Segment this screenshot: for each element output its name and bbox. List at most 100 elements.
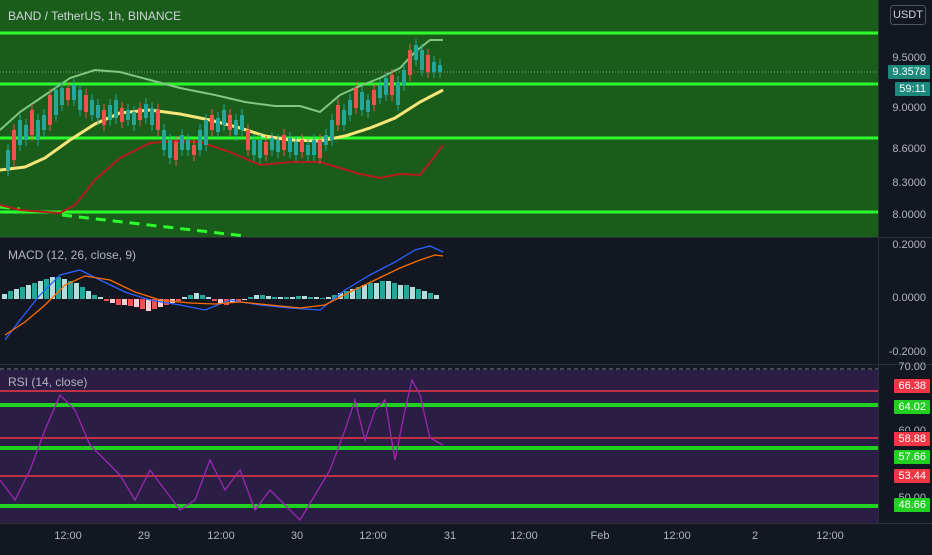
- candle-body: [294, 142, 298, 155]
- macd-histogram-bar: [146, 299, 151, 311]
- macd-histogram-bar: [26, 285, 31, 299]
- price-tick: 9.0000: [892, 102, 926, 114]
- bollinger-upper-line: [0, 39, 443, 131]
- time-tick: 12:00: [816, 530, 844, 542]
- price-tick: 9.5000: [892, 52, 926, 64]
- macd-histogram-bar: [260, 295, 265, 299]
- candle-body: [144, 104, 148, 118]
- price-tick: 8.6000: [892, 143, 926, 155]
- macd-histogram-bar: [134, 299, 139, 307]
- macd-histogram-bar: [212, 299, 217, 301]
- currency-button[interactable]: USDT: [890, 5, 926, 25]
- time-tick: 12:00: [359, 530, 387, 542]
- macd-histogram-bar: [236, 299, 241, 301]
- candle-body: [264, 142, 268, 155]
- macd-histogram-bar: [332, 295, 337, 299]
- macd-histogram-bar: [392, 283, 397, 299]
- trend-line: [61, 213, 246, 238]
- candle-body: [402, 70, 406, 85]
- candle-body: [96, 105, 100, 118]
- price-tick: 8.3000: [892, 177, 926, 189]
- candle-body: [132, 112, 136, 125]
- candle-body: [126, 110, 130, 120]
- rsi-pane-drawing: [0, 368, 878, 522]
- rsi-tick: 70.00: [898, 362, 926, 371]
- candle-body: [114, 100, 118, 118]
- macd-histogram-bar: [374, 283, 379, 299]
- candle-body: [354, 88, 358, 108]
- candle-body: [390, 75, 394, 95]
- time-tick: 12:00: [663, 530, 691, 542]
- macd-histogram-bar: [410, 287, 415, 299]
- candle-body: [378, 85, 382, 98]
- macd-histogram-bar: [350, 289, 355, 299]
- macd-line: [4, 245, 444, 341]
- candle-body: [24, 125, 28, 140]
- candle-body: [54, 90, 58, 115]
- macd-histogram-bar: [416, 289, 421, 299]
- price-tick: 8.0000: [892, 209, 926, 221]
- macd-histogram-bar: [272, 297, 277, 299]
- time-tick: 2: [751, 530, 759, 542]
- symbol-title[interactable]: BAND / TetherUS, 1h, BINANCE: [8, 9, 182, 23]
- macd-histogram-bar: [128, 299, 133, 306]
- macd-tick: 0.0000: [892, 292, 926, 304]
- macd-histogram-bar: [20, 287, 25, 299]
- time-tick: 30: [290, 530, 304, 542]
- rsi-line: [0, 378, 444, 522]
- macd-legend[interactable]: MACD (12, 26, close, 9): [8, 248, 137, 262]
- macd-histogram-bar: [380, 281, 385, 299]
- rsi-legend[interactable]: RSI (14, close): [8, 375, 88, 389]
- candle-body: [210, 115, 214, 130]
- macd-tick: -0.2000: [888, 346, 926, 358]
- macd-histogram-bar: [344, 291, 349, 299]
- time-tick: 12:00: [54, 530, 82, 542]
- macd-histogram-bar: [266, 296, 271, 299]
- macd-histogram-bar: [74, 283, 79, 299]
- candle-body: [336, 105, 340, 125]
- candle-body: [300, 140, 304, 152]
- candle-body: [426, 55, 430, 72]
- candle-body: [66, 88, 70, 100]
- macd-histogram-bar: [164, 299, 169, 305]
- macd-histogram-bar: [422, 291, 427, 299]
- time-tick: 31: [443, 530, 457, 542]
- macd-histogram-bar: [68, 281, 73, 299]
- macd-histogram-bar: [110, 299, 115, 303]
- macd-histogram-bar: [50, 277, 55, 299]
- candle-body: [72, 85, 76, 100]
- macd-histogram-bar: [284, 297, 289, 299]
- candle-body: [330, 120, 334, 140]
- candle-body: [204, 120, 208, 145]
- time-tick: 29: [137, 530, 151, 542]
- candle-body: [120, 108, 124, 122]
- macd-histogram-bar: [2, 294, 7, 299]
- candle-body: [438, 65, 442, 72]
- macd-histogram-bar: [218, 299, 223, 303]
- macd-histogram-bar: [434, 295, 439, 299]
- candle-body: [360, 92, 364, 110]
- rsi-tick-partial: 50.00: [898, 492, 926, 498]
- macd-histogram-bar: [152, 299, 157, 309]
- macd-histogram-bar: [290, 297, 295, 299]
- macd-histogram-bar: [302, 296, 307, 299]
- candle-body: [36, 120, 40, 140]
- candle-body: [186, 140, 190, 150]
- macd-histogram-bar: [38, 281, 43, 299]
- candle-body: [198, 130, 202, 150]
- candle-body: [78, 90, 82, 110]
- time-tick: 12:00: [510, 530, 538, 542]
- candle-body: [276, 140, 280, 152]
- macd-histogram-bar: [320, 298, 325, 299]
- candle-body: [366, 100, 370, 112]
- candle-body: [240, 115, 244, 130]
- candle-body: [60, 88, 64, 105]
- macd-histogram-bar: [248, 297, 253, 299]
- candle-body: [90, 100, 94, 115]
- candle-body: [282, 135, 286, 150]
- bollinger-lower-line: [0, 139, 444, 215]
- candle-body: [408, 50, 412, 75]
- candle-body: [84, 95, 88, 112]
